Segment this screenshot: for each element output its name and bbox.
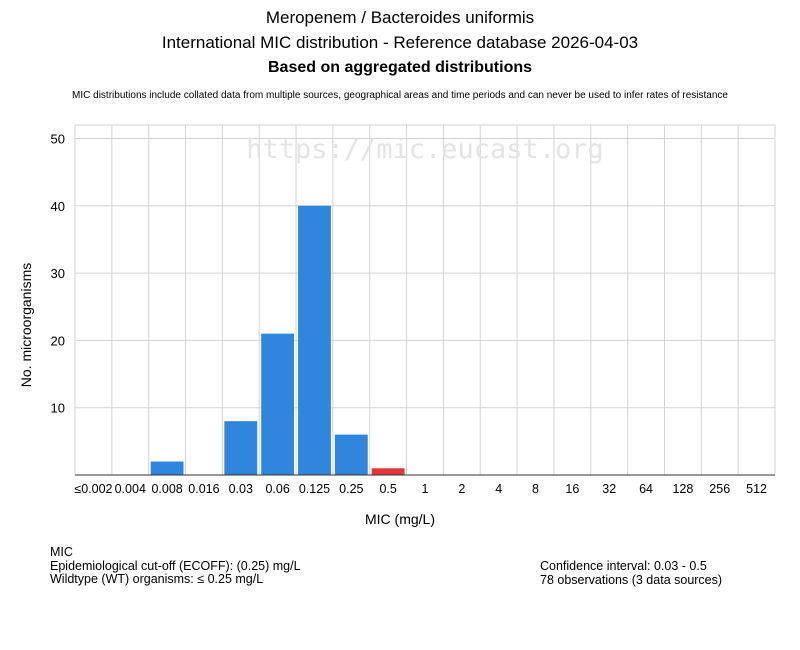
bars-layer [150, 205, 405, 475]
axis-layer: 10 20 30 40 50 ≤0.002 0.004 0.008 0.016 0.03 0.06 0… [51, 131, 775, 496]
x-tick-label: 2 [458, 482, 465, 496]
x-tick-label: 64 [639, 482, 653, 496]
chart-title: Meropenem / Bacteroides uniformis [265, 8, 535, 27]
footer-right: Confidence interval: 0.03 - 0.5 78 obser… [540, 559, 723, 587]
x-tick-label: 256 [709, 482, 730, 496]
x-tick-label: 16 [565, 482, 579, 496]
x-tick-label: 8 [532, 482, 539, 496]
x-tick-label: 0.004 [115, 482, 146, 496]
footer-observations: 78 observations (3 data sources) [540, 572, 723, 587]
y-tick-label: 20 [51, 333, 65, 348]
watermark: https://mic.eucast.org [246, 134, 604, 165]
y-tick-label: 10 [51, 401, 65, 416]
x-tick-label: 0.25 [339, 482, 363, 496]
y-tick-label: 50 [51, 131, 65, 146]
chart-subtitle: International MIC distribution - Referen… [161, 33, 639, 52]
disclaimer-note: MIC distributions include collated data … [72, 90, 728, 101]
bar-0.06 [261, 333, 295, 475]
x-tick-label: 4 [495, 482, 502, 496]
footer-wildtype: Wildtype (WT) organisms: ≤ 0.25 mg/L [50, 572, 264, 586]
x-tick-label: 128 [672, 482, 693, 496]
y-tick-label: 30 [51, 266, 65, 281]
footer-mic-label: MIC [50, 545, 73, 559]
x-axis-label: MIC (mg/L) [365, 511, 435, 527]
bar-0.03 [224, 421, 258, 475]
bar-0.008 [150, 461, 184, 475]
bar-0.5 [371, 468, 405, 475]
x-tick-label: 0.5 [379, 482, 396, 496]
x-tick-label: 0.016 [188, 482, 219, 496]
y-tick-label: 40 [51, 199, 65, 214]
x-tick-label: ≤0.002 [74, 482, 112, 496]
x-tick-label: 0.06 [265, 482, 289, 496]
x-tick-label: 32 [602, 482, 616, 496]
plot-frame [74, 124, 776, 476]
footer-left: MIC Epidemiological cut-off (ECOFF): (0.… [50, 545, 301, 587]
bar-0.25 [334, 434, 368, 475]
footer-ecoff: Epidemiological cut-off (ECOFF): (0.25) … [50, 558, 301, 573]
x-tick-label: 0.008 [151, 482, 182, 496]
x-tick-label: 1 [422, 482, 429, 496]
chart-basis: Based on aggregated distributions [267, 59, 533, 76]
x-tick-label: 0.125 [299, 482, 330, 496]
x-tick-label: 512 [746, 482, 767, 496]
footer-confidence-interval: Confidence interval: 0.03 - 0.5 [540, 559, 707, 573]
bar-0.125 [298, 205, 331, 475]
grid-layer [74, 124, 776, 476]
x-tick-label: 0.03 [229, 482, 253, 496]
y-axis-label: No. microorganisms [18, 263, 34, 387]
